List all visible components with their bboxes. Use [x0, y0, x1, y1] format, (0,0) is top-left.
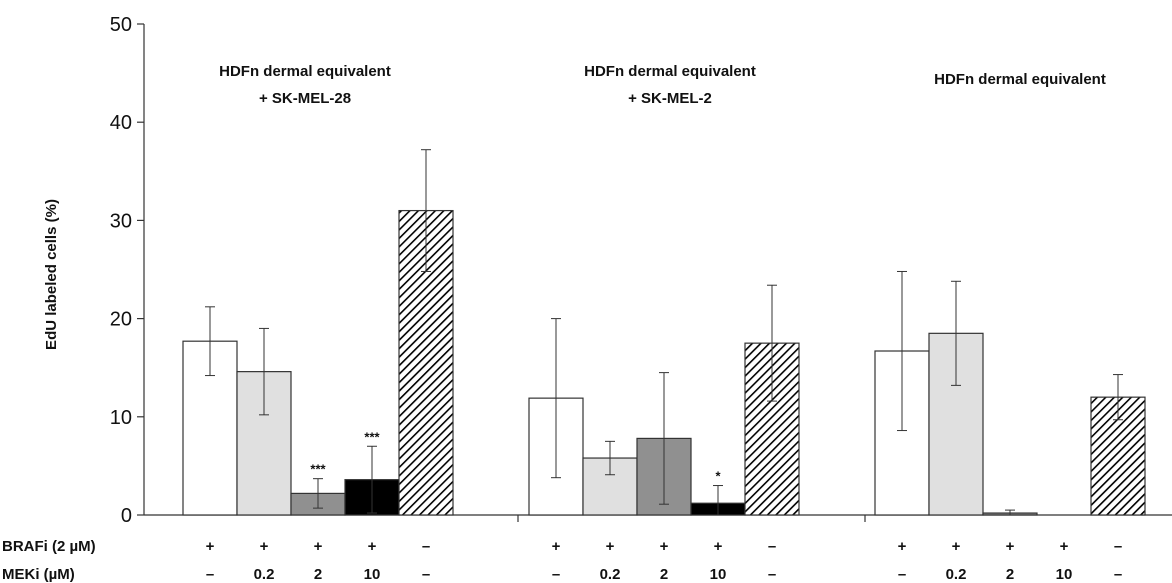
y-axis-title: EdU labeled cells (%)	[43, 199, 60, 350]
condition-value: +	[260, 538, 269, 555]
y-tick-label: 40	[110, 112, 132, 134]
condition-value: 10	[364, 566, 381, 583]
condition-value: –	[552, 566, 560, 583]
significance-marker: *	[715, 469, 721, 484]
condition-value: 0.2	[254, 566, 275, 583]
condition-value: +	[368, 538, 377, 555]
condition-value: +	[1006, 538, 1015, 555]
y-tick-label: 30	[110, 210, 132, 232]
y-tick-label: 20	[110, 309, 132, 331]
group-title: HDFn dermal equivalent	[934, 71, 1106, 88]
condition-value: –	[422, 566, 430, 583]
condition-value: –	[1114, 538, 1122, 555]
condition-value: –	[206, 566, 214, 583]
condition-value: +	[606, 538, 615, 555]
condition-value: –	[422, 538, 430, 555]
group-title: HDFn dermal equivalent	[219, 63, 391, 80]
condition-value: +	[714, 538, 723, 555]
condition-value: 10	[1056, 566, 1073, 583]
condition-value: –	[768, 566, 776, 583]
condition-value: +	[898, 538, 907, 555]
group-title: + SK-MEL-28	[259, 90, 351, 107]
y-tick-label: 50	[110, 14, 132, 36]
bar	[1090, 396, 1146, 516]
condition-value: 0.2	[600, 566, 621, 583]
condition-value: 0.2	[946, 566, 967, 583]
condition-value: +	[660, 538, 669, 555]
significance-marker: ***	[310, 462, 326, 477]
condition-row-label: MEKi (µM)	[2, 566, 75, 583]
group-title: + SK-MEL-2	[628, 90, 712, 107]
condition-value: 10	[710, 566, 727, 583]
condition-value: +	[1060, 538, 1069, 555]
y-tick-label: 0	[121, 505, 132, 527]
y-tick-label: 10	[110, 407, 132, 429]
condition-value: +	[314, 538, 323, 555]
condition-value: –	[898, 566, 906, 583]
condition-value: +	[206, 538, 215, 555]
condition-value: +	[952, 538, 961, 555]
group-title: HDFn dermal equivalent	[584, 63, 756, 80]
condition-value: +	[552, 538, 561, 555]
condition-value: 2	[314, 566, 322, 583]
condition-value: 2	[660, 566, 668, 583]
bar	[236, 371, 292, 516]
condition-value: 2	[1006, 566, 1014, 583]
significance-marker: ***	[364, 429, 380, 444]
condition-row-label: BRAFi (2 µM)	[2, 538, 96, 555]
condition-value: –	[768, 538, 776, 555]
condition-value: –	[1114, 566, 1122, 583]
